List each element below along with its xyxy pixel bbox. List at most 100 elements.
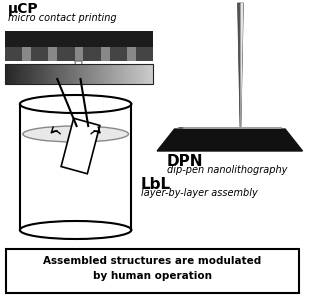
Bar	[81, 64, 82, 84]
Bar	[126, 64, 127, 84]
Bar	[39, 64, 40, 84]
Bar	[71, 64, 72, 84]
Bar	[55, 64, 56, 84]
Bar	[104, 64, 105, 84]
Bar	[14, 64, 15, 84]
Bar	[66, 64, 67, 84]
Bar	[54, 64, 55, 84]
Bar	[141, 64, 143, 84]
Bar	[114, 64, 115, 84]
Bar	[25, 64, 26, 84]
Polygon shape	[175, 127, 285, 129]
Bar	[21, 64, 22, 84]
Bar	[41, 64, 42, 84]
Bar	[145, 64, 146, 84]
Bar	[62, 64, 63, 84]
Text: dip-pen nanolithography: dip-pen nanolithography	[167, 165, 287, 175]
Bar	[72, 64, 73, 84]
Bar	[34, 64, 35, 84]
Bar	[101, 64, 102, 84]
Bar	[106, 64, 107, 84]
Bar	[123, 64, 124, 84]
Bar	[108, 64, 109, 84]
Bar	[77, 64, 78, 84]
Bar	[139, 64, 140, 84]
Bar	[74, 64, 75, 84]
Bar	[96, 64, 97, 84]
Bar	[151, 64, 152, 84]
Bar	[127, 64, 128, 84]
Bar	[79, 64, 81, 84]
Bar	[129, 64, 130, 84]
Bar	[91, 64, 92, 84]
Polygon shape	[5, 47, 153, 61]
Bar	[92, 64, 93, 84]
Bar	[87, 64, 88, 84]
Ellipse shape	[23, 126, 129, 142]
Bar	[133, 64, 134, 84]
Bar	[45, 64, 46, 84]
Bar	[37, 64, 38, 84]
Bar	[61, 64, 62, 84]
Polygon shape	[238, 3, 243, 127]
Bar	[130, 64, 131, 84]
Bar	[12, 64, 13, 84]
Bar	[102, 64, 103, 84]
Bar	[82, 64, 83, 84]
Bar	[53, 64, 54, 84]
Bar	[110, 64, 111, 84]
Bar	[17, 64, 18, 84]
Bar	[105, 64, 106, 84]
Bar	[122, 64, 123, 84]
Bar	[56, 64, 57, 84]
Bar	[26, 64, 27, 84]
Bar	[107, 64, 108, 84]
Bar	[15, 64, 16, 84]
Bar	[43, 64, 44, 84]
Bar	[60, 64, 61, 84]
Bar	[47, 64, 48, 84]
Text: Assembled structures are modulated: Assembled structures are modulated	[43, 256, 261, 266]
Bar	[67, 64, 68, 84]
Bar	[9, 64, 10, 84]
Bar	[85, 64, 86, 84]
Bar	[150, 64, 151, 84]
Bar	[32, 64, 33, 84]
Polygon shape	[240, 3, 243, 127]
Bar	[11, 64, 12, 84]
Bar	[70, 64, 71, 84]
Bar	[131, 64, 132, 84]
Bar	[18, 64, 20, 84]
Bar	[117, 64, 118, 84]
Bar	[98, 64, 99, 84]
Bar	[20, 64, 21, 84]
Bar	[125, 64, 126, 84]
Bar	[121, 64, 122, 84]
Text: layer-by-layer assembly: layer-by-layer assembly	[140, 188, 257, 198]
Bar	[128, 64, 129, 84]
Bar	[99, 64, 100, 84]
Bar	[59, 64, 60, 84]
Bar	[103, 64, 104, 84]
Bar	[88, 64, 89, 84]
Bar	[13, 64, 14, 84]
Bar	[46, 64, 47, 84]
Bar	[95, 64, 96, 84]
Text: micro contact printing: micro contact printing	[8, 13, 116, 23]
Bar	[109, 64, 110, 84]
Bar	[51, 64, 52, 84]
Bar	[16, 64, 17, 84]
Bar	[7, 64, 8, 84]
Ellipse shape	[20, 221, 131, 239]
Polygon shape	[49, 47, 57, 61]
Bar	[112, 64, 113, 84]
Bar	[5, 64, 6, 84]
Bar	[24, 64, 25, 84]
Ellipse shape	[20, 95, 131, 113]
Bar	[140, 64, 141, 84]
Bar	[116, 64, 117, 84]
Bar	[49, 64, 50, 84]
Polygon shape	[5, 31, 153, 47]
Bar	[78, 64, 79, 84]
Bar	[149, 64, 150, 84]
